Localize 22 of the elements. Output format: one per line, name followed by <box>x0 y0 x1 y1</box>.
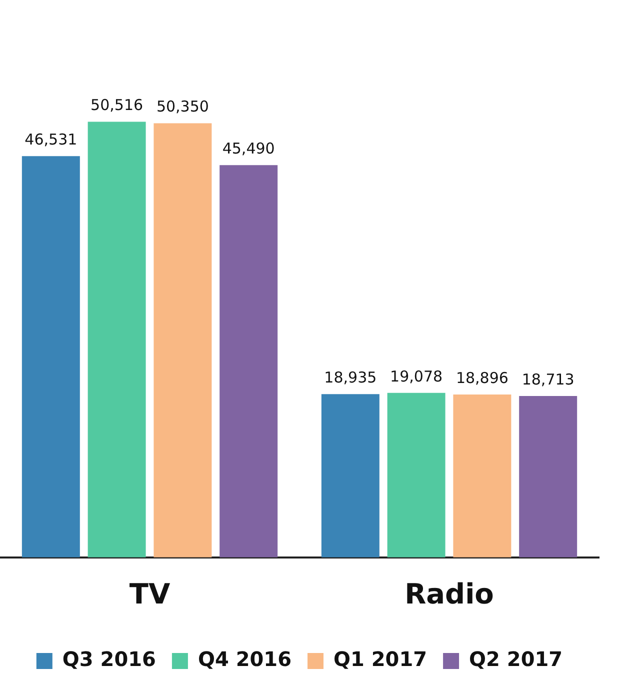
data-label: 19,078 <box>390 367 443 386</box>
data-label: 18,896 <box>456 368 508 387</box>
bar <box>519 396 578 558</box>
data-label: 18,713 <box>522 370 574 388</box>
data-label: 18,935 <box>324 368 377 387</box>
bar <box>387 392 446 558</box>
x-tick-label: Radio <box>404 577 494 610</box>
data-label: 45,490 <box>222 140 275 158</box>
legend-label: Q2 2017 <box>469 647 563 672</box>
bar <box>321 394 380 558</box>
x-tick-label: TV <box>129 577 170 610</box>
legend-label: Q1 2017 <box>334 647 428 672</box>
legend-label: Q3 2016 <box>62 647 156 672</box>
data-label: 50,516 <box>90 96 144 114</box>
legend-label: Q4 2016 <box>198 647 292 672</box>
bar <box>453 394 512 558</box>
bar <box>22 156 80 558</box>
data-label: 46,531 <box>24 130 78 149</box>
bar <box>220 165 278 558</box>
bar <box>88 122 146 558</box>
data-label: 50,350 <box>156 98 209 116</box>
bar <box>154 123 212 558</box>
